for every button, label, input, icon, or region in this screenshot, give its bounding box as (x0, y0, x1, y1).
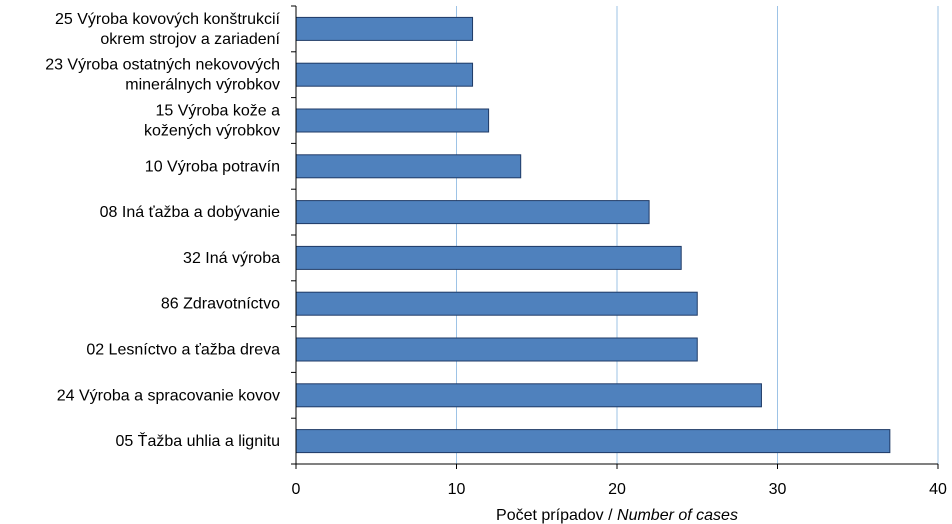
category-label: 23 Výroba ostatných nekovových minerálnyc… (45, 57, 280, 94)
category-label: 10 Výroba potravín (145, 158, 280, 175)
category-label: 02 Lesníctvo a ťažba dreva (86, 342, 280, 359)
category-label: 08 Iná ťažba a dobývanie (100, 204, 280, 221)
bar (295, 154, 522, 179)
axes (291, 5, 939, 469)
bar (295, 62, 474, 87)
x-tick-label: 10 (448, 481, 466, 498)
x-tick-label: 20 (608, 481, 626, 498)
bar (295, 383, 762, 408)
bar (295, 16, 474, 41)
bar (295, 245, 682, 270)
bar (295, 200, 650, 225)
category-label: 25 Výroba kovových konštrukcií okrem stro… (55, 11, 281, 48)
bar (295, 337, 698, 362)
x-tick-label: 0 (292, 481, 301, 498)
bar (295, 429, 891, 454)
bar (295, 108, 490, 133)
x-axis-title: Počet prípadov / Number of cases (496, 507, 738, 524)
x-tick-label: 30 (769, 481, 787, 498)
category-label: 05 Ťažba uhlia a lignitu (115, 431, 280, 450)
x-tick-label: 40 (929, 481, 947, 498)
category-label: 15 Výroba kože a kožených výrobkov (144, 103, 280, 140)
x-tick-labels: 0 10 20 30 40 (292, 481, 947, 498)
bars (295, 16, 891, 454)
category-label: 86 Zdravotníctvo (161, 296, 280, 313)
category-label: 32 Iná výroba (183, 250, 280, 267)
category-label: 24 Výroba a spracovanie kovov (57, 387, 280, 404)
category-labels: 25 Výroba kovových konštrukcií okrem stro… (45, 11, 280, 450)
bar (295, 291, 698, 316)
